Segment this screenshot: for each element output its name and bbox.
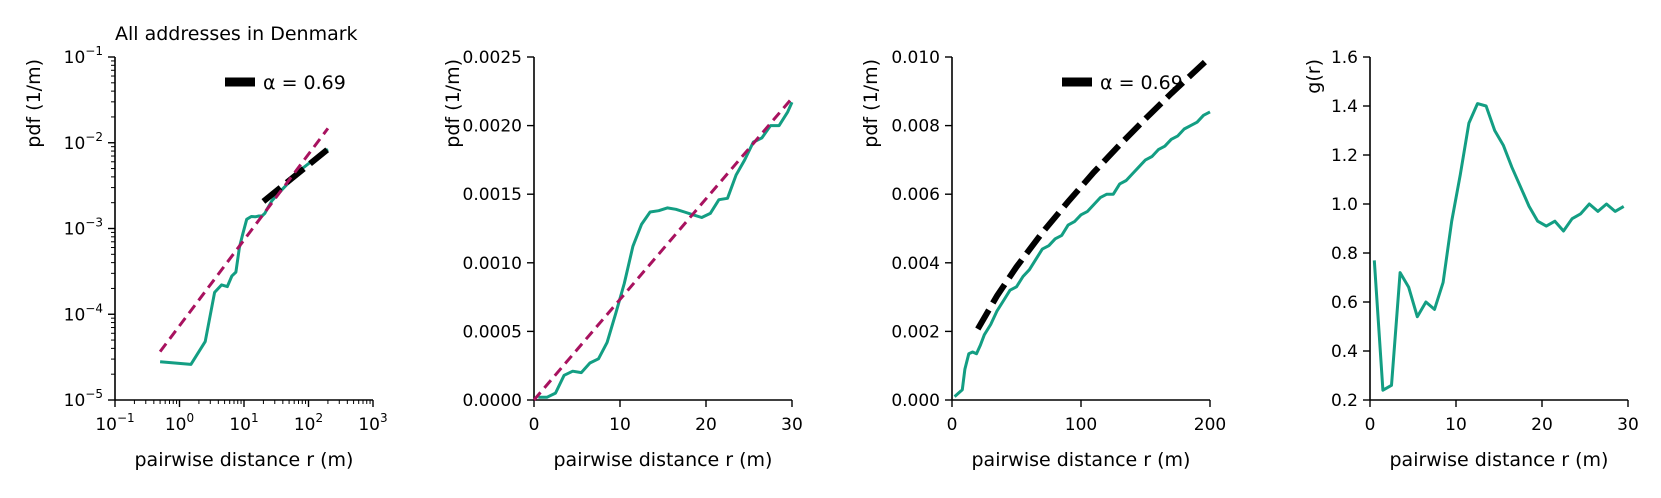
reference-line bbox=[532, 97, 794, 401]
y-tick-label: 0.004 bbox=[891, 254, 940, 274]
x-tick-label: 103 bbox=[358, 411, 387, 435]
x-axis-label: pairwise distance r (m) bbox=[1390, 449, 1609, 471]
y-tick-label: 1.6 bbox=[1331, 48, 1358, 68]
chart-panel-1: 10−1 100 101 102 10310−510−410−310−210−1pair… bbox=[23, 23, 388, 471]
y-tick-label: 10−1 bbox=[64, 44, 103, 68]
x-tick-label: 10−1 bbox=[95, 411, 134, 435]
legend-label: α = 0.69 bbox=[263, 72, 346, 94]
y-tick-label: 10−2 bbox=[64, 130, 103, 154]
x-tick-label: 10 bbox=[1445, 415, 1467, 435]
x-tick-label: 30 bbox=[1617, 415, 1639, 435]
y-tick-label: 10−4 bbox=[64, 301, 103, 325]
y-axis-label: g(r) bbox=[1303, 59, 1325, 94]
x-axis-label: pairwise distance r (m) bbox=[554, 449, 773, 471]
x-tick-label: 100 bbox=[165, 411, 194, 435]
data-series-line bbox=[538, 101, 794, 399]
legend-label: α = 0.69 bbox=[1100, 72, 1183, 94]
x-tick-label: 102 bbox=[294, 411, 323, 435]
x-tick-label: 10 bbox=[609, 415, 631, 435]
y-axis-label: pdf (1/m) bbox=[442, 59, 464, 148]
data-series-line bbox=[159, 147, 329, 366]
data-series-line bbox=[953, 110, 1211, 398]
chart-title: All addresses in Denmark bbox=[115, 23, 358, 45]
x-tick-label: 200 bbox=[1194, 415, 1226, 435]
y-tick-label: 10−5 bbox=[64, 387, 103, 411]
y-tick-label: 0.0015 bbox=[463, 185, 522, 205]
fit-line bbox=[261, 146, 330, 204]
reference-line bbox=[158, 127, 330, 353]
x-tick-label: 20 bbox=[695, 415, 717, 435]
y-tick-label: 0.010 bbox=[891, 48, 940, 68]
fit-line bbox=[975, 55, 1213, 331]
chart-panel-4: 0 10 20 30 0.2 0.4 0.6 0.8 1.0 1.2 1.4 1.6 pairwise … bbox=[1303, 48, 1639, 471]
y-axis-label: pdf (1/m) bbox=[860, 59, 882, 148]
y-tick-label: 0.002 bbox=[891, 322, 940, 342]
x-axis-label: pairwise distance r (m) bbox=[135, 449, 354, 471]
y-axis-label: pdf (1/m) bbox=[23, 59, 45, 148]
y-tick-label: 0.0010 bbox=[463, 254, 522, 274]
y-tick-label: 0.4 bbox=[1331, 342, 1358, 362]
y-tick-label: 0.0020 bbox=[463, 117, 522, 137]
x-tick-label: 100 bbox=[1065, 415, 1097, 435]
y-tick-label: 0.0000 bbox=[463, 391, 522, 411]
x-tick-label: 101 bbox=[229, 411, 258, 435]
data-series-line bbox=[1372, 102, 1625, 392]
x-axis-label: pairwise distance r (m) bbox=[972, 449, 1191, 471]
y-tick-label: 0.2 bbox=[1331, 391, 1358, 411]
y-tick-label: 0.0025 bbox=[463, 48, 522, 68]
y-tick-label: 10−3 bbox=[64, 216, 103, 240]
x-tick-label: 0 bbox=[947, 415, 958, 435]
y-tick-label: 0.6 bbox=[1331, 293, 1358, 313]
chart-panel-2: 0 10 20 30 0.0000 0.0005 0.0010 0.0015 0.0020 0.0… bbox=[442, 48, 803, 471]
chart-panel-3: 0 100 200 0.000 0.002 0.004 0.006 0.008 0.010 pai… bbox=[860, 48, 1226, 471]
x-tick-label: 20 bbox=[1531, 415, 1553, 435]
y-tick-label: 1.4 bbox=[1331, 97, 1358, 117]
y-tick-label: 0.006 bbox=[891, 185, 940, 205]
y-tick-label: 0.008 bbox=[891, 117, 940, 137]
y-tick-label: 0.000 bbox=[891, 391, 940, 411]
y-tick-label: 0.8 bbox=[1331, 244, 1358, 264]
y-tick-label: 1.0 bbox=[1331, 195, 1358, 215]
y-tick-label: 0.0005 bbox=[463, 322, 522, 342]
y-tick-label: 1.2 bbox=[1331, 146, 1358, 166]
x-tick-label: 0 bbox=[529, 415, 540, 435]
x-tick-label: 30 bbox=[781, 415, 803, 435]
x-tick-label: 0 bbox=[1365, 415, 1376, 435]
